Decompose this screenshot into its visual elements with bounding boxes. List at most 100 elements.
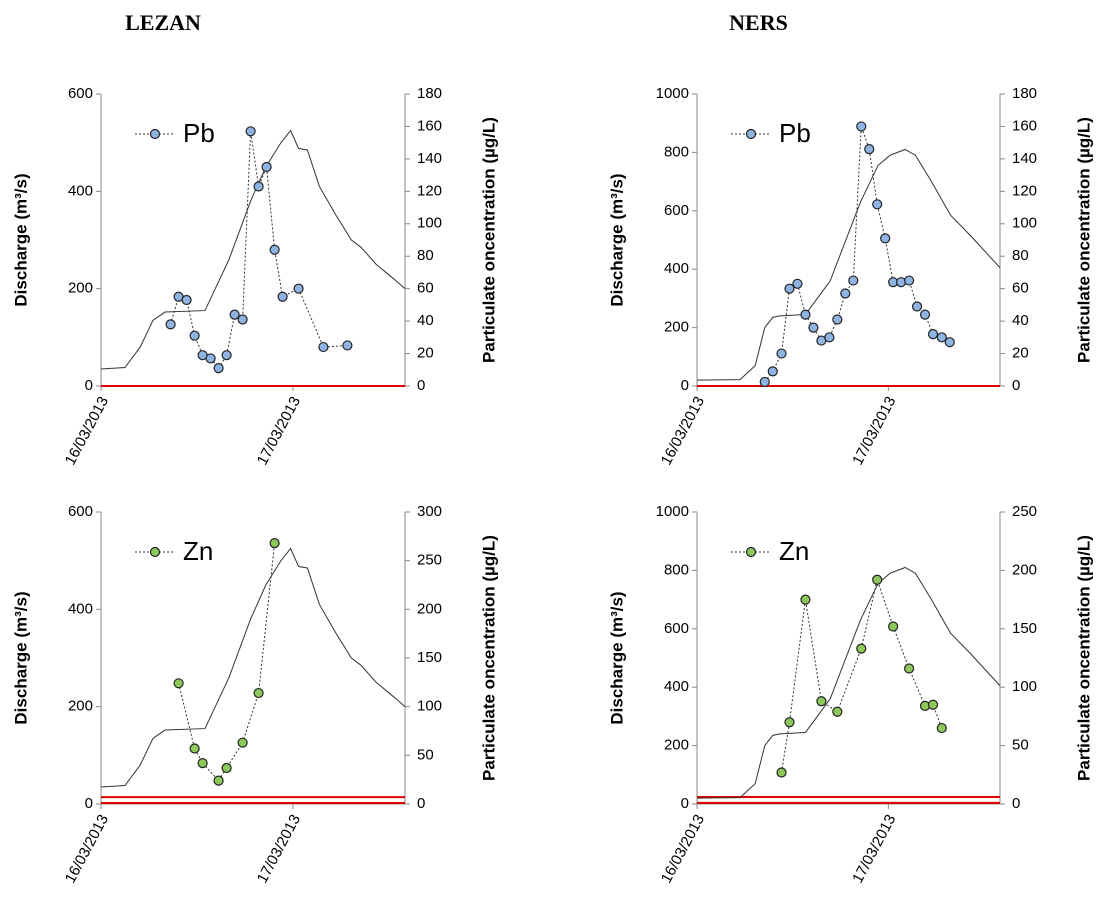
y2-axis-label: Particulate oncentration (µg/L): [479, 535, 498, 781]
x-tick-label: 16/03/2013: [658, 812, 708, 886]
concentration-point: [253, 687, 264, 699]
concentration-point: [213, 775, 224, 786]
y-tick-label: 600: [68, 85, 93, 102]
y2-tick-label: 0: [1012, 377, 1020, 394]
panel: 0 200 400 600 0 50 100 150 200 250 300 16/03/2013 17…: [11, 503, 498, 886]
y2-tick-label: 60: [417, 280, 434, 297]
y-axis-label: Discharge (m³/s): [11, 173, 30, 306]
concentration-point: [189, 330, 200, 341]
concentration-point: [181, 294, 192, 306]
panel: 0 200 400 600 800 1000 0 50 100 150 200 250 16/03/20…: [607, 503, 1093, 886]
y2-tick-label: 0: [417, 795, 425, 812]
concentration-point: [872, 574, 883, 585]
legend-label: Zn: [183, 536, 213, 566]
y2-tick-label: 100: [417, 698, 442, 715]
concentration-point: [173, 678, 184, 689]
concentration-point: [293, 283, 304, 294]
concentration-point: [832, 706, 843, 717]
y2-tick-label: 120: [417, 182, 442, 199]
y2-tick-label: 120: [1012, 182, 1037, 199]
concentration-point: [864, 144, 875, 155]
y2-tick-label: 160: [1012, 117, 1037, 134]
concentration-point: [253, 181, 264, 192]
y2-axis-label: Particulate oncentration (µg/L): [479, 117, 498, 363]
concentration-point: [229, 309, 240, 320]
concentration-point: [824, 332, 835, 343]
concentration-point: [245, 126, 256, 137]
legend-marker: [149, 546, 161, 558]
concentration-point: [856, 643, 867, 654]
y-tick-label: 400: [68, 600, 93, 617]
y2-tick-label: 20: [417, 345, 434, 362]
concentration-point: [759, 376, 770, 388]
discharge-line: [100, 129, 406, 370]
y2-tick-label: 50: [1012, 737, 1029, 754]
concentration-point: [221, 350, 232, 361]
concentration-point: [856, 121, 867, 132]
concentration-point: [213, 363, 224, 374]
concentration-point: [911, 301, 923, 312]
concentration-point: [784, 283, 795, 294]
y2-tick-label: 140: [1012, 150, 1037, 167]
y2-tick-label: 250: [417, 552, 442, 569]
concentration-point: [189, 743, 200, 754]
concentration-point: [888, 621, 899, 632]
y2-tick-label: 200: [417, 600, 442, 617]
y-tick-label: 800: [664, 561, 689, 578]
x-tick-label: 17/03/2013: [849, 812, 899, 886]
x-tick-label: 16/03/2013: [62, 812, 112, 886]
y2-tick-label: 140: [417, 150, 442, 167]
y2-axis-label: Particulate oncentration (µg/L): [1074, 117, 1093, 363]
y-tick-label: 0: [681, 377, 689, 394]
concentration-line: [781, 577, 943, 773]
concentration-point: [944, 337, 955, 348]
concentration-point: [197, 758, 208, 769]
concentration-point: [776, 767, 787, 778]
concentration-point: [269, 538, 280, 549]
y2-tick-label: 50: [417, 746, 434, 763]
concentration-point: [318, 341, 329, 353]
y2-tick-label: 200: [1012, 561, 1037, 578]
concentration-point: [165, 319, 176, 330]
y-axis-label: Discharge (m³/s): [11, 591, 30, 724]
panel: LEZAN 0 200 400 600 0 20 40 60 80 100 120 140 160 180 1…: [11, 10, 498, 468]
y-tick-label: 600: [664, 620, 689, 637]
concentration-point: [784, 717, 795, 728]
y2-tick-label: 0: [417, 377, 425, 394]
y2-tick-label: 180: [1012, 85, 1037, 102]
y-tick-label: 1000: [656, 85, 689, 102]
y-tick-label: 400: [664, 678, 689, 695]
concentration-point: [261, 161, 272, 173]
concentration-point: [936, 332, 947, 343]
concentration-point: [816, 696, 827, 707]
concentration-point: [880, 233, 891, 244]
legend-marker: [745, 546, 757, 558]
legend-label: Pb: [779, 118, 811, 148]
y2-tick-label: 100: [1012, 678, 1037, 695]
concentration-line: [764, 126, 951, 383]
concentration-point: [800, 594, 811, 605]
y-tick-label: 200: [664, 737, 689, 754]
concentration-point: [205, 353, 216, 364]
y2-tick-label: 180: [417, 85, 442, 102]
y-tick-label: 600: [68, 503, 93, 520]
concentration-point: [808, 322, 819, 333]
y-axis-label: Discharge (m³/s): [607, 591, 626, 724]
discharge-line: [696, 566, 1001, 799]
concentration-point: [342, 340, 353, 351]
concentration-point: [848, 275, 859, 286]
concentration-point: [903, 663, 915, 674]
y-tick-label: 0: [85, 377, 93, 394]
concentration-point: [269, 244, 280, 255]
y-tick-label: 200: [68, 698, 93, 715]
y-tick-label: 400: [68, 182, 93, 199]
concentration-point: [277, 291, 288, 302]
concentration-point: [919, 309, 931, 320]
y2-tick-label: 160: [417, 117, 442, 134]
chart-title: LEZAN: [125, 10, 201, 35]
concentration-point: [903, 275, 915, 286]
concentration-point: [872, 199, 883, 210]
y2-tick-label: 0: [1012, 795, 1020, 812]
y2-tick-label: 80: [417, 247, 434, 264]
